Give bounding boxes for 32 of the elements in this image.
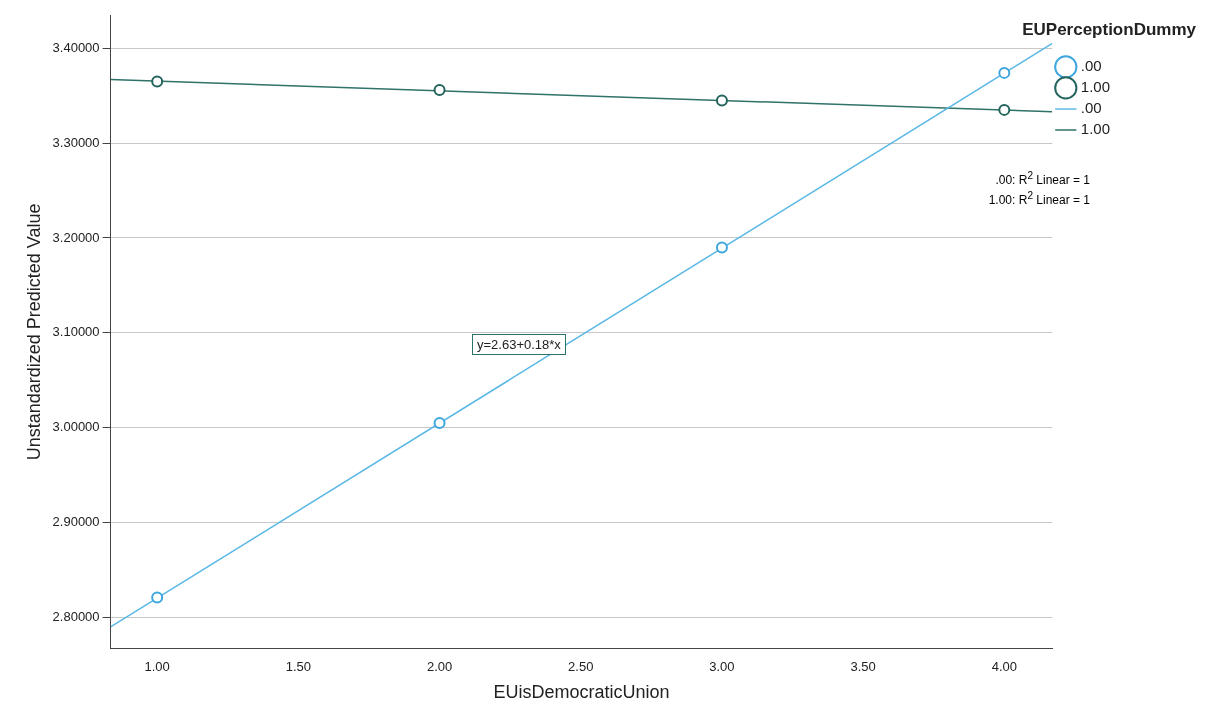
- y-tick-label: 3.30000: [52, 134, 100, 150]
- legend-label: 1.00: [1080, 120, 1111, 138]
- legend-label: .00: [1080, 57, 1102, 75]
- point: [151, 75, 164, 88]
- y-axis-title: Unstandardized Predicted Value: [23, 203, 44, 461]
- y-tick-label: 3.20000: [52, 229, 100, 245]
- point: [715, 241, 728, 254]
- point: [151, 591, 164, 604]
- y-tick-label: 3.10000: [52, 324, 100, 340]
- point: [715, 94, 728, 107]
- legend-label: 1.00: [1080, 78, 1111, 96]
- y-tick-label: 2.90000: [52, 514, 100, 530]
- x-tick-label: 1.00: [144, 659, 170, 675]
- x-tick-label: 2.50: [568, 659, 594, 675]
- x-tick-label: 2.00: [426, 659, 453, 675]
- annotation: y=2.63+0.18*x: [472, 334, 566, 355]
- y-tick-label: 3.40000: [52, 39, 100, 55]
- y-tick-label: 2.80000: [52, 609, 100, 625]
- point: [998, 66, 1011, 79]
- point: [433, 83, 446, 96]
- legend-title: EUPerceptionDummy: [1022, 20, 1196, 40]
- x-tick-label: 4.00: [991, 659, 1017, 675]
- y-tick-label: 3.00000: [52, 419, 100, 435]
- x-tick-label: 3.00: [709, 659, 735, 675]
- x-tick-label: 1.50: [285, 659, 312, 675]
- point: [998, 103, 1011, 116]
- x-tick-label: 3.50: [850, 659, 876, 675]
- legend-label: .00: [1080, 99, 1102, 117]
- annotation: .00: R$^{2}$ Linear = 1: [994, 169, 1090, 188]
- x-axis-title: EUisDemocraticUnion: [493, 682, 670, 703]
- annotation: 1.00: R$^{2}$ Linear = 1: [987, 189, 1090, 208]
- point: [433, 416, 446, 429]
